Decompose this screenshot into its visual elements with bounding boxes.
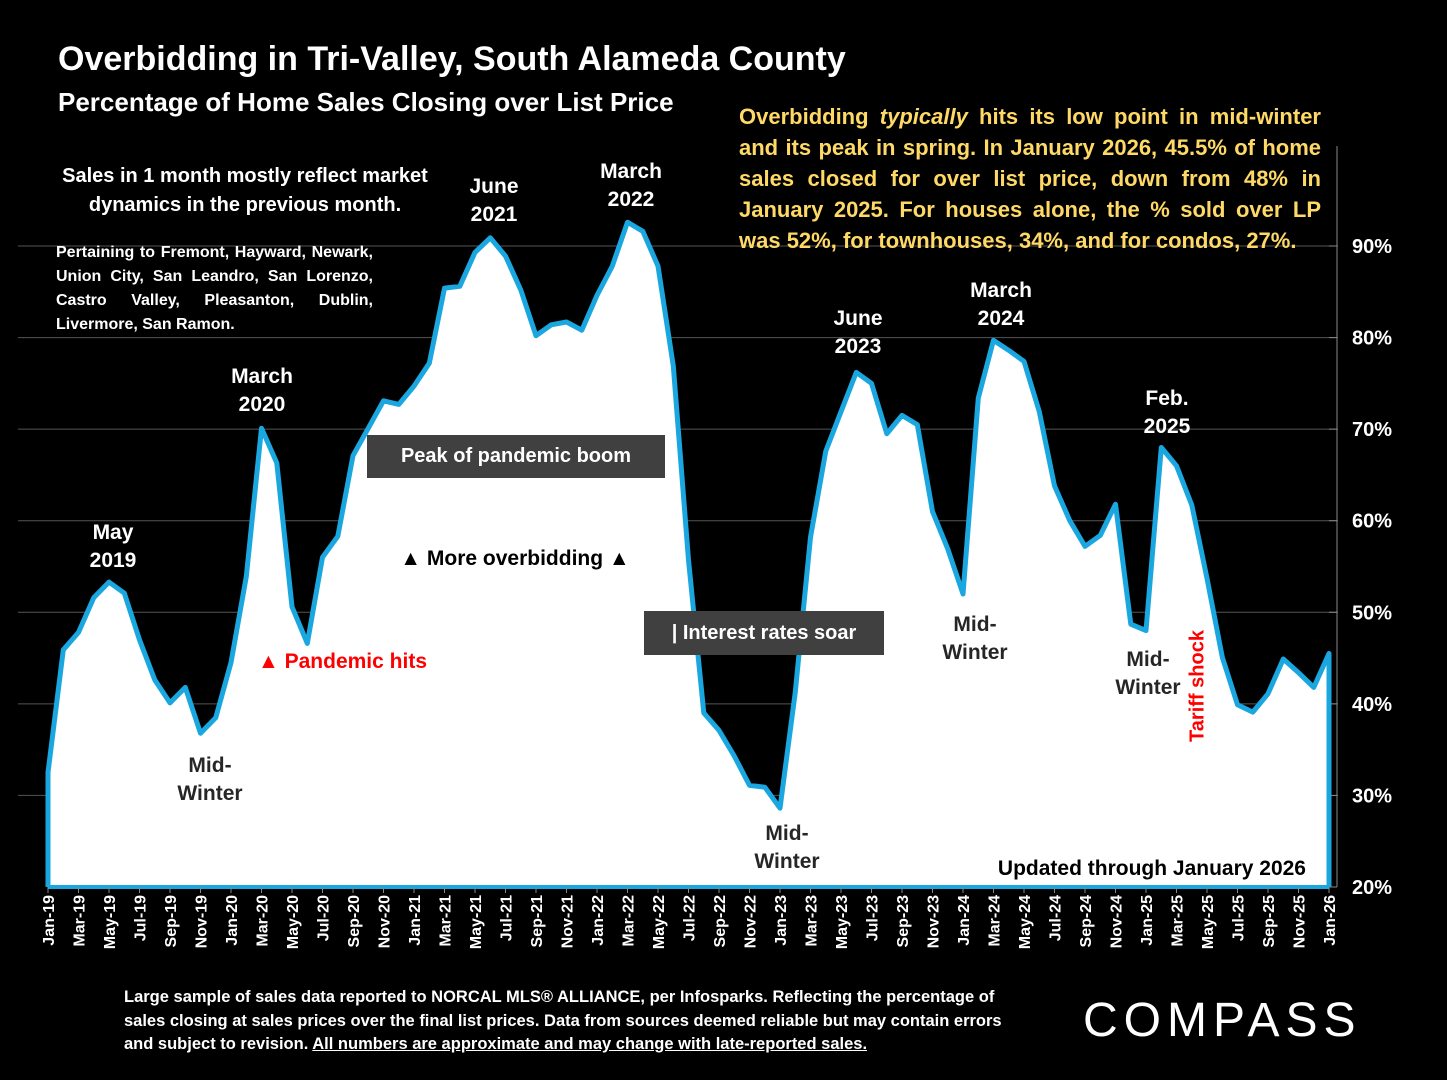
annotation-interest-rates-soar: | Interest rates soar — [644, 611, 884, 655]
x-tick-label: Sep-19 — [163, 895, 180, 948]
x-tick-label: Jan-26 — [1322, 895, 1339, 946]
annotation-march-2022: March 2022 — [600, 160, 662, 211]
y-tick-label: 70% — [1352, 419, 1392, 441]
summary-after: hits its low point in mid-winter and its… — [739, 104, 1321, 253]
x-tick-label: Nov-19 — [194, 895, 211, 948]
series-line — [45, 219, 1332, 887]
x-tick-label: Sep-24 — [1078, 895, 1095, 948]
x-tick-label: May-22 — [651, 895, 668, 949]
footer-note: Large sample of sales data reported to N… — [124, 986, 1024, 1057]
x-tick-label: Jan-24 — [956, 895, 973, 946]
x-tick-label: Mar-25 — [1170, 895, 1187, 947]
x-tick-label: Sep-21 — [529, 895, 546, 948]
x-tick-label: Mar-20 — [255, 895, 272, 947]
x-tick-label: Jul-24 — [1048, 895, 1065, 941]
x-tick-label: Mar-22 — [621, 895, 638, 947]
annotation-may-2019: May 2019 — [89, 521, 137, 572]
annotation-more-overbidding: ▲ More overbidding ▲ — [400, 547, 630, 570]
x-tick-label: Sep-23 — [895, 895, 912, 948]
x-tick-label: Jul-20 — [316, 895, 333, 941]
x-tick-label: Jan-20 — [224, 895, 241, 946]
y-tick-label: 60% — [1352, 511, 1392, 533]
x-tick-label: Jul-23 — [865, 895, 882, 941]
y-tick-label: 20% — [1352, 877, 1392, 899]
annotation-midwinter-2024: Mid- Winter — [942, 613, 1008, 664]
chart-subtitle: Percentage of Home Sales Closing over Li… — [58, 87, 674, 117]
x-tick-label: Jan-22 — [590, 895, 607, 946]
x-tick-label: Nov-25 — [1292, 895, 1309, 948]
y-tick-label: 90% — [1352, 236, 1392, 258]
area-fill — [48, 222, 1329, 887]
x-tick-label: Jan-25 — [1139, 895, 1156, 946]
lag-note: Sales in 1 month mostly reflect market d… — [62, 165, 428, 216]
y-tick-label: 40% — [1352, 694, 1392, 716]
annotation-midwinter-2019: Mid- Winter — [177, 754, 243, 805]
footer-disclaimer: All numbers are approximate and may chan… — [312, 1035, 868, 1053]
x-tick-label: Mar-19 — [72, 895, 89, 947]
annotation-march-2024: March 2024 — [970, 279, 1032, 330]
annotation-updated: Updated through January 2026 — [997, 857, 1306, 880]
footer-text: Large sample of sales data reported to N… — [124, 988, 1002, 1053]
x-tick-label: Jul-22 — [682, 895, 699, 941]
x-tick-label: Nov-20 — [377, 895, 394, 948]
x-tick-label: May-24 — [1017, 895, 1034, 949]
x-tick-label: May-19 — [102, 895, 119, 949]
annotation-june-2021: June 2021 — [469, 175, 519, 226]
annotation-peak-pandemic-boom: Peak of pandemic boom — [367, 435, 665, 478]
x-tick-label: Jul-19 — [133, 895, 150, 941]
y-tick-label: 50% — [1352, 602, 1392, 624]
x-tick-label: Jul-21 — [499, 895, 516, 941]
summary-text: Overbidding typically hits its low point… — [739, 101, 1321, 256]
x-tick-label: May-23 — [834, 895, 851, 949]
y-tick-label: 30% — [1352, 785, 1392, 807]
annotation-pandemic-hits: ▲ Pandemic hits — [258, 650, 427, 673]
x-tick-label: Mar-21 — [438, 895, 455, 947]
annotation-tariff-shock: Tariff shock — [1186, 630, 1209, 742]
summary-before: Overbidding — [739, 104, 880, 129]
x-tick-label: Nov-24 — [1109, 895, 1126, 948]
annotation-feb-2025: Feb. 2025 — [1143, 387, 1191, 438]
y-tick-label: 80% — [1352, 328, 1392, 350]
chart-title: Overbidding in Tri-Valley, South Alameda… — [58, 40, 846, 78]
annotation-midwinter-2023: Mid- Winter — [754, 822, 820, 873]
compass-logo: COMPASS — [1083, 994, 1362, 1047]
x-tick-label: Nov-23 — [926, 895, 943, 948]
x-tick-label: Sep-25 — [1261, 895, 1278, 948]
chart-plot: 20% 30% 40% 50% 60% 70% 80% 90% Jan-19 Mar-19 May-… — [18, 146, 1392, 949]
x-tick-label: Nov-22 — [743, 895, 760, 948]
x-tick-label: Jan-19 — [41, 895, 58, 946]
cities-note: Pertaining to Fremont, Hayward, Newark, … — [56, 244, 373, 333]
x-tick-label: May-20 — [285, 895, 302, 949]
summary-emphasis: typically — [879, 104, 968, 129]
x-tick-label: Jan-23 — [773, 895, 790, 946]
x-tick-label: Nov-21 — [560, 895, 577, 948]
x-tick-label: May-25 — [1200, 895, 1217, 949]
annotation-midwinter-2025: Mid- Winter — [1115, 648, 1181, 699]
x-tick-label: Sep-22 — [712, 895, 729, 948]
x-tick-label: Jul-25 — [1231, 895, 1248, 941]
x-tick-label: Jan-21 — [407, 895, 424, 946]
x-tick-label: Sep-20 — [346, 895, 363, 948]
annotation-june-2023: June 2023 — [833, 307, 883, 358]
x-tick-label: May-21 — [468, 895, 485, 949]
x-tick-label: Mar-24 — [987, 895, 1004, 947]
annotation-march-2020: March 2020 — [231, 365, 293, 416]
x-tick-label: Mar-23 — [804, 895, 821, 947]
